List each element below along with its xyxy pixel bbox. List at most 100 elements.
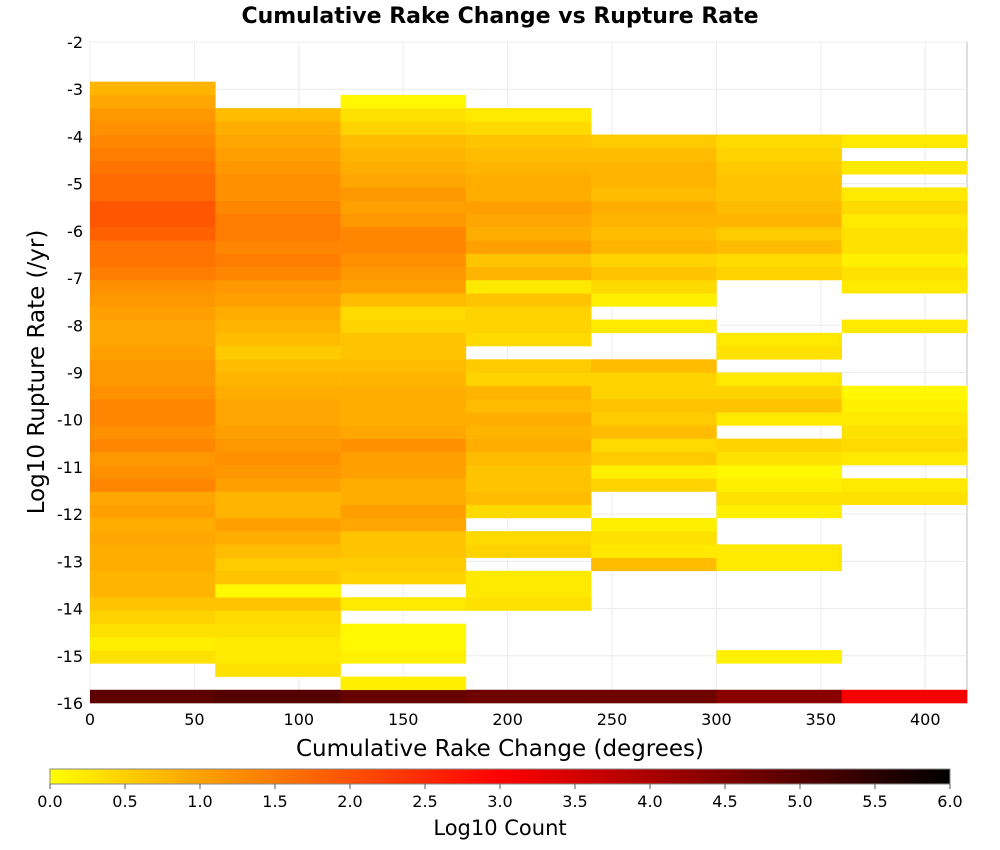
heatmap-cell bbox=[716, 504, 843, 519]
heatmap-cell bbox=[215, 147, 341, 162]
heatmap-cell bbox=[841, 160, 968, 175]
heatmap-cell bbox=[215, 240, 341, 254]
heatmap-cell bbox=[90, 570, 216, 585]
heatmap-cell bbox=[90, 372, 216, 387]
heatmap-cell bbox=[841, 689, 968, 704]
heatmap-cell bbox=[90, 438, 216, 453]
heatmap-cell bbox=[340, 319, 467, 334]
heatmap-cell bbox=[90, 544, 216, 558]
colorbar-tick-label: 1.0 bbox=[187, 792, 212, 811]
heatmap-cell bbox=[215, 279, 341, 294]
heatmap-cell bbox=[90, 293, 216, 307]
heatmap-cell bbox=[90, 108, 216, 122]
x-tick-label: 250 bbox=[597, 710, 628, 729]
heatmap-cell bbox=[591, 240, 717, 254]
heatmap-cell bbox=[215, 372, 341, 387]
y-tick-label: -10 bbox=[57, 411, 83, 430]
y-axis-label: Log10 Rupture Rate (/yr) bbox=[24, 230, 50, 515]
heatmap-cell bbox=[215, 557, 341, 572]
heatmap-cell bbox=[90, 160, 216, 175]
heatmap-cell bbox=[716, 227, 843, 241]
heatmap-cell bbox=[841, 491, 968, 505]
heatmap-cell bbox=[340, 174, 467, 188]
heatmap-cell bbox=[340, 253, 467, 268]
heatmap-cell bbox=[465, 385, 592, 400]
heatmap-cell bbox=[215, 425, 341, 439]
colorbar-label: Log10 Count bbox=[433, 816, 566, 840]
heatmap-cell bbox=[215, 544, 341, 558]
heatmap-cell bbox=[465, 293, 592, 307]
heatmap-cell bbox=[90, 451, 216, 466]
y-tick-label: -12 bbox=[57, 505, 83, 524]
heatmap-cell bbox=[465, 504, 592, 519]
y-tick-label: -13 bbox=[57, 552, 83, 571]
heatmap-cell bbox=[716, 689, 843, 704]
heatmap-cell bbox=[465, 200, 592, 215]
colorbar-tick-label: 2.5 bbox=[412, 792, 437, 811]
heatmap-cell bbox=[215, 689, 341, 704]
heatmap-cell bbox=[591, 425, 717, 439]
heatmap-cell bbox=[716, 134, 843, 149]
y-tick-label: -7 bbox=[67, 269, 83, 288]
heatmap-cell bbox=[215, 108, 341, 122]
colorbar-tick-label: 4.5 bbox=[712, 792, 737, 811]
heatmap-cell bbox=[340, 676, 467, 691]
heatmap-cell bbox=[465, 147, 592, 162]
colorbar-tick-label: 3.0 bbox=[487, 792, 512, 811]
heatmap-cell bbox=[591, 478, 717, 492]
heatmap-cell bbox=[340, 636, 467, 651]
y-tick-label: -8 bbox=[67, 316, 83, 335]
heatmap-cell bbox=[841, 438, 968, 453]
heatmap-cell bbox=[465, 570, 592, 585]
heatmap-cell bbox=[215, 491, 341, 505]
heatmap-cell bbox=[90, 253, 216, 268]
heatmap-cell bbox=[90, 636, 216, 651]
heatmap-cell bbox=[591, 359, 717, 373]
heatmap-cell bbox=[215, 570, 341, 585]
heatmap-cell bbox=[340, 623, 467, 638]
heatmap-cell bbox=[716, 465, 843, 479]
heatmap-cell bbox=[716, 253, 843, 268]
heatmap-cell bbox=[340, 425, 467, 439]
heatmap-cells bbox=[90, 81, 968, 704]
x-axis-label: Cumulative Rake Change (degrees) bbox=[296, 736, 704, 762]
heatmap-cell bbox=[465, 438, 592, 453]
heatmap-cell bbox=[90, 597, 216, 611]
heatmap-cell bbox=[465, 266, 592, 281]
colorbar bbox=[49, 768, 951, 785]
heatmap-cell bbox=[465, 359, 592, 373]
heatmap-cell bbox=[340, 478, 467, 492]
heatmap-cell bbox=[215, 465, 341, 479]
heatmap-cell bbox=[841, 200, 968, 215]
heatmap-cell bbox=[716, 557, 843, 572]
heatmap-cell bbox=[90, 425, 216, 439]
chart-title: Cumulative Rake Change vs Rupture Rate bbox=[241, 4, 758, 29]
heatmap-cell bbox=[340, 689, 467, 704]
heatmap-cell bbox=[340, 359, 467, 373]
heatmap-cell bbox=[465, 253, 592, 268]
heatmap-cell bbox=[215, 451, 341, 466]
heatmap-cell bbox=[465, 425, 592, 439]
heatmap-cell bbox=[340, 94, 467, 109]
heatmap-cell bbox=[465, 279, 592, 294]
heatmap-cell bbox=[215, 597, 341, 611]
heatmap-cell bbox=[215, 332, 341, 347]
heatmap-cell bbox=[90, 650, 216, 664]
heatmap-cell bbox=[591, 451, 717, 466]
y-axis-ticks: -2 -3 -4 -5 -6 -7 -8 -9 -10 -11 -12 -13 -14 -15 -16 bbox=[57, 33, 83, 713]
heatmap-cell bbox=[465, 240, 592, 254]
heatmap-cell bbox=[215, 306, 341, 320]
heatmap-cell bbox=[340, 187, 467, 201]
heatmap-cell bbox=[340, 134, 467, 149]
heatmap-cell bbox=[591, 385, 717, 400]
heatmap-cell bbox=[716, 372, 843, 387]
heatmap-cell bbox=[90, 478, 216, 492]
heatmap-cell bbox=[90, 279, 216, 294]
heatmap-cell bbox=[716, 491, 843, 505]
heatmap-cell bbox=[90, 306, 216, 320]
heatmap-cell bbox=[340, 227, 467, 241]
heatmap-cell bbox=[340, 451, 467, 466]
heatmap-cell bbox=[215, 663, 341, 677]
heatmap-cell bbox=[90, 319, 216, 334]
heatmap-cell bbox=[215, 610, 341, 624]
